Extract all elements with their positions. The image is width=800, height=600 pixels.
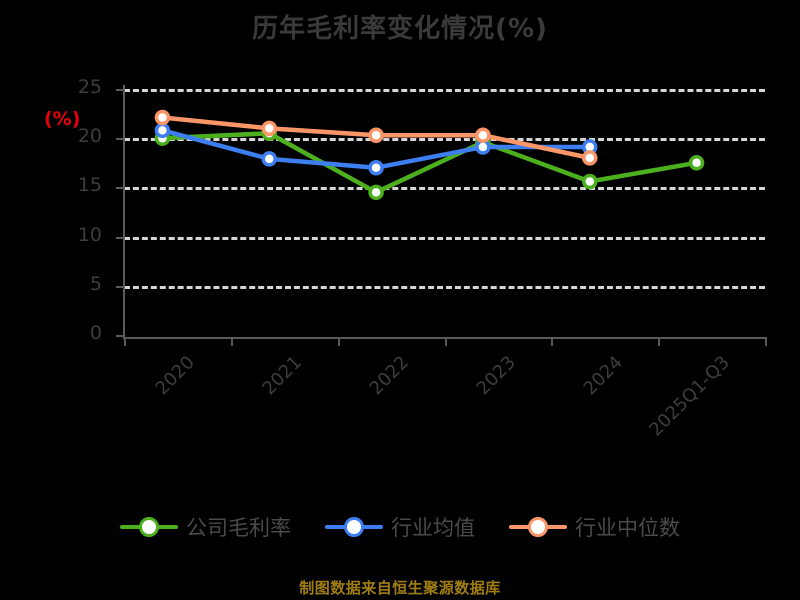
x-tick-mark [551,337,554,346]
x-tick-label: 2024 [579,352,627,400]
y-tick-label: 25 [77,76,102,98]
legend-marker-icon [509,514,567,540]
y-tick-mark [116,89,125,91]
gridline [124,89,765,92]
x-tick-label: 2023 [472,352,520,400]
x-tick-mark [124,337,126,346]
y-tick-mark [116,335,125,337]
x-tick-mark [337,337,340,346]
x-tick-mark [444,337,447,346]
y-tick-label: 10 [77,223,102,246]
y-tick-mark [116,285,125,288]
legend-item[interactable]: 公司毛利率 [120,512,291,542]
y-axis-line [123,85,125,339]
y-tick-label: 0 [89,322,102,344]
legend-marker-icon [325,514,383,540]
y-tick-mark [116,138,125,141]
y-tick-mark [116,236,125,239]
legend-label: 行业均值 [391,516,475,540]
y-tick-label: 5 [89,272,102,295]
x-tick-label: 2020 [152,352,200,400]
page-title: 历年毛利率变化情况(%) [252,14,548,44]
legend-label: 行业中位数 [575,516,680,540]
x-tick-mark [658,337,661,346]
x-tick-mark [230,337,233,346]
legend-marker-icon [120,514,178,540]
legend-label: 公司毛利率 [186,516,291,540]
gridline [124,236,765,240]
y-axis-label: (%) [44,108,81,130]
legend-item[interactable]: 行业中位数 [509,512,680,542]
x-tick-label: 2022 [365,352,413,400]
x-tick-label: 2025Q1-Q3 [644,352,734,441]
y-tick-label: 20 [77,125,102,148]
y-tick-label: 15 [77,174,102,197]
legend: 公司毛利率 行业均值 行业中位数 [0,512,800,542]
y-tick-mark [116,187,125,190]
gridline [124,285,765,289]
x-tick-label: 2021 [258,352,307,400]
footer-note: 制图数据来自恒生聚源数据库 [299,579,501,597]
legend-item[interactable]: 行业均值 [325,512,475,542]
x-tick-mark [765,337,767,346]
